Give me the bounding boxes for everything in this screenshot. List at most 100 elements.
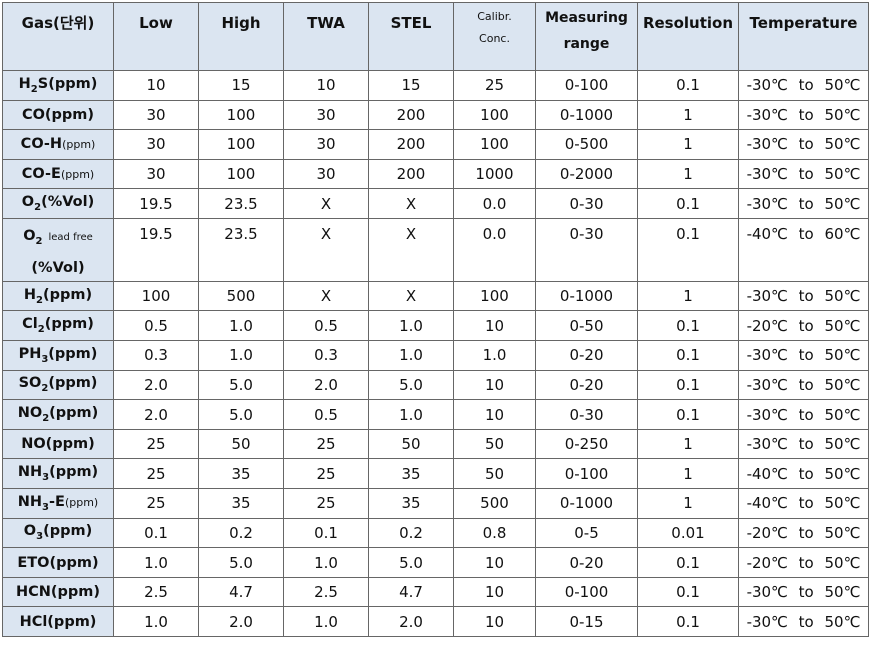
data-row: ETO(ppm) 1.0 5.0 1.0 5.0 10 0-20 0.1 -20℃ to 50℃ — [2, 547, 869, 578]
subscript: 2 — [37, 324, 45, 336]
gas-name: NH — [17, 464, 43, 481]
value-cell: 50 — [453, 428, 536, 460]
value-cell: -30℃ to 50℃ — [738, 99, 869, 131]
value-cell: 0-1000 — [535, 488, 638, 519]
value-cell: 2.5 — [283, 576, 369, 608]
value-cell: 0.1 — [637, 340, 739, 371]
data-row: O2 lead free (%Vol) 19.5 23.5 X X 0.0 0-30 0.1 -40… — [2, 217, 869, 282]
value-cell: 25 — [113, 488, 199, 519]
value-cell: 1.0 — [283, 547, 369, 578]
value-cell: 35 — [198, 458, 284, 490]
value-cell: 200 — [368, 158, 454, 190]
value-cell: 0.1 — [637, 70, 739, 101]
value-cell: 25 — [283, 488, 369, 519]
subscript: 2 — [42, 412, 50, 424]
header-text: STEL — [390, 14, 432, 32]
value-cell: -30℃ to 50℃ — [738, 188, 869, 219]
value-cell: 0.5 — [113, 310, 199, 342]
value-cell: 100 — [198, 129, 284, 160]
value-cell: 0-2000 — [535, 158, 638, 190]
value-cell: 0.1 — [637, 399, 739, 430]
value-cell: 100 — [198, 158, 284, 190]
value-cell: 0-100 — [535, 70, 638, 101]
value-cell: 10 — [453, 606, 536, 637]
value-cell: 0.3 — [283, 340, 369, 371]
value-cell: X — [283, 188, 369, 219]
value-cell: 35 — [198, 488, 284, 519]
value-cell: 0.01 — [637, 517, 739, 549]
value-cell: -30℃ to 50℃ — [738, 129, 869, 160]
gas-name: SO — [18, 375, 42, 392]
value-cell: 5.0 — [198, 399, 284, 430]
value-cell: 0.1 — [637, 217, 739, 282]
value-cell: 1.0 — [113, 606, 199, 637]
gas-name: CO-E — [21, 166, 61, 183]
header-cell: TWA — [283, 2, 369, 71]
value-cell: 0.1 — [637, 547, 739, 578]
value-cell: 5.0 — [368, 369, 454, 401]
value-cell: 30 — [113, 99, 199, 131]
header-cell: Gas(단위) — [2, 2, 114, 71]
value-cell: 10 — [283, 70, 369, 101]
header-cell: Measuring range — [535, 2, 638, 71]
value-cell: X — [368, 217, 454, 282]
gas-name: H — [18, 75, 31, 92]
gas-cell: HCl(ppm) — [2, 606, 114, 637]
gas-name: (ppm) — [49, 405, 99, 422]
data-row: HCN(ppm) 2.5 4.7 2.5 4.7 10 0-100 0.1 -30℃ to 50… — [2, 576, 869, 608]
value-cell: 1.0 — [368, 399, 454, 430]
value-cell: 1.0 — [453, 340, 536, 371]
value-cell: 0.1 — [637, 576, 739, 608]
value-cell: -30℃ to 50℃ — [738, 340, 869, 371]
value-cell: 1 — [637, 488, 739, 519]
value-cell: 4.7 — [368, 576, 454, 608]
value-cell: 25 — [113, 428, 199, 460]
value-cell: 30 — [283, 99, 369, 131]
gas-unit: (%Vol) — [31, 259, 85, 276]
table-body: H2S(ppm) 10 15 10 15 25 0-100 0.1 -30℃ to 50℃ CO(… — [2, 70, 869, 637]
gas-cell: SO2(ppm) — [2, 369, 114, 401]
gas-cell: PH3(ppm) — [2, 340, 114, 371]
value-cell: 0.1 — [637, 188, 739, 219]
value-cell: 25 — [283, 458, 369, 490]
gas-unit: (ppm) — [64, 495, 99, 509]
value-cell: 1 — [637, 280, 739, 312]
header-cell: Low — [113, 2, 199, 71]
value-cell: 0.3 — [113, 340, 199, 371]
value-cell: 1 — [637, 458, 739, 490]
header-cell: Resolution — [637, 2, 739, 71]
value-cell: 5.0 — [198, 547, 284, 578]
gas-name: O — [23, 227, 36, 244]
value-cell: 0-250 — [535, 428, 638, 460]
data-row: NO(ppm) 25 50 25 50 50 0-250 1 -30℃ to 50℃ — [2, 428, 869, 460]
value-cell: 0.1 — [637, 606, 739, 637]
value-cell: -30℃ to 50℃ — [738, 428, 869, 460]
gas-cell: CO-H(ppm) — [2, 129, 114, 160]
value-cell: 25 — [113, 458, 199, 490]
value-cell: 0.0 — [453, 217, 536, 282]
value-cell: 0.1 — [637, 310, 739, 342]
subscript: 2 — [34, 202, 42, 214]
gas-name: NO — [17, 405, 43, 422]
header-text: Calibr. — [477, 10, 512, 23]
value-cell: 1.0 — [198, 310, 284, 342]
value-cell: 2.0 — [283, 369, 369, 401]
gas-name: -E — [49, 493, 65, 510]
gas-name: (ppm) — [48, 345, 98, 362]
value-cell: 23.5 — [198, 217, 284, 282]
gas-name: CO-H — [20, 136, 63, 153]
header-text: Low — [139, 14, 173, 32]
data-row: HCl(ppm) 1.0 2.0 1.0 2.0 10 0-15 0.1 -30℃ to 50℃ — [2, 606, 869, 637]
value-cell: -30℃ to 50℃ — [738, 70, 869, 101]
table-header: Gas(단위) Low High TWA STEL Calibr. Conc. Measuri… — [2, 2, 869, 71]
gas-name: ETO(ppm) — [17, 554, 99, 571]
value-cell: 2.5 — [113, 576, 199, 608]
data-row: CO(ppm) 30 100 30 200 100 0-1000 1 -30℃ to 50℃ — [2, 99, 869, 131]
value-cell: -30℃ to 50℃ — [738, 280, 869, 312]
value-cell: 10 — [453, 576, 536, 608]
value-cell: -30℃ to 50℃ — [738, 399, 869, 430]
value-cell: 0.8 — [453, 517, 536, 549]
value-cell: 50 — [368, 428, 454, 460]
